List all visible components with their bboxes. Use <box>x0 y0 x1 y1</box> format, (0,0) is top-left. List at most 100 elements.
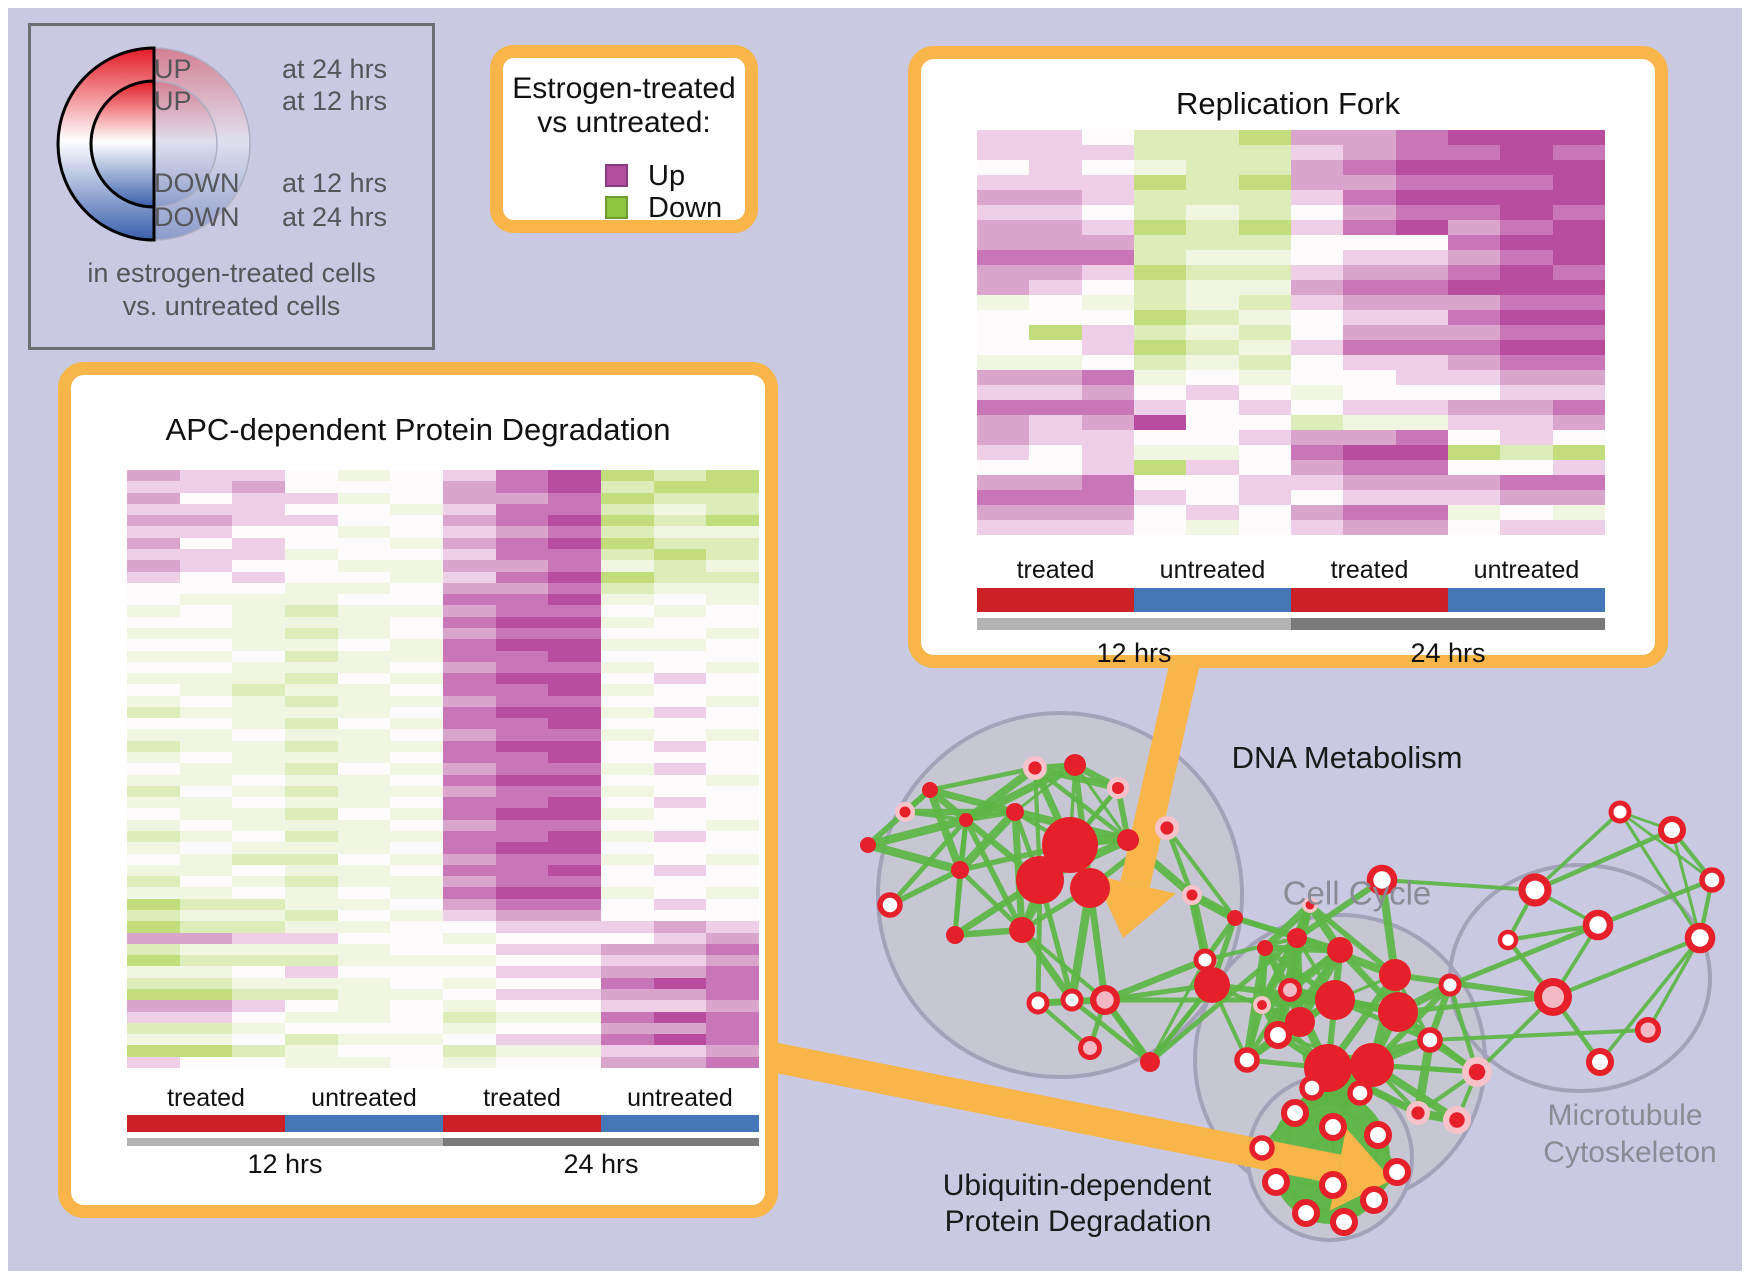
heatmap-cell <box>495 932 549 944</box>
heatmap-cell <box>232 650 286 662</box>
heatmap-row <box>127 515 760 527</box>
heatmap-cell <box>1447 145 1501 160</box>
heatmap-cell <box>443 864 496 877</box>
heatmap-cell <box>706 819 760 831</box>
heatmap-cell <box>443 785 496 798</box>
heatmap-cell <box>1500 415 1553 430</box>
heatmap-cell <box>495 470 549 482</box>
heatmap-cell <box>1186 175 1239 190</box>
heatmap-cell <box>1186 385 1239 400</box>
heatmap-cell <box>179 808 233 820</box>
heatmap-cell <box>337 481 391 493</box>
heatmap-row <box>127 582 760 595</box>
heatmap-cell <box>1552 445 1605 460</box>
heatmap-cell <box>337 470 391 482</box>
heatmap-cell <box>1290 205 1344 220</box>
heatmap-cell <box>977 145 1030 160</box>
heatmap-cell <box>1081 505 1134 520</box>
heatmap-cell <box>127 1034 180 1046</box>
heatmap-cell <box>1081 490 1134 505</box>
heatmap-cell <box>443 1022 496 1035</box>
heatmap-row <box>977 385 1605 400</box>
heatmap-row <box>127 898 760 910</box>
heatmap-row <box>127 706 760 719</box>
group-bar <box>977 588 1134 612</box>
heatmap-cell <box>285 481 338 493</box>
rf-group-labels: treated untreated treated untreated <box>977 556 1605 584</box>
heatmap-cell <box>232 932 286 944</box>
heatmap-cell <box>495 729 549 741</box>
heatmap-cell <box>1552 235 1605 250</box>
heatmap-cell <box>1290 235 1344 250</box>
heatmap-cell <box>127 571 180 583</box>
heatmap-cell <box>285 955 338 967</box>
heatmap-cell <box>977 175 1030 190</box>
heatmap-cell <box>977 355 1030 370</box>
heatmap-cell <box>548 898 602 910</box>
heatmap-cell <box>1290 340 1344 355</box>
heatmap-cell <box>285 977 338 989</box>
heatmap-cell <box>1238 370 1291 385</box>
heatmap-cell <box>495 831 549 843</box>
heatmap-cell <box>443 774 496 786</box>
heatmap-cell <box>285 1056 338 1068</box>
heatmap-cell <box>1081 160 1134 175</box>
heatmap-row <box>127 921 760 933</box>
heatmap-cell <box>1552 385 1605 400</box>
heatmap-cell <box>337 650 391 662</box>
updown-up12-word: UP <box>154 86 192 116</box>
heatmap-cell <box>337 752 391 764</box>
heatmap-cell <box>232 1056 286 1068</box>
heatmap-cell <box>495 819 549 831</box>
heatmap-cell <box>1343 130 1396 145</box>
group-label: untreated <box>1473 556 1580 584</box>
heatmap-cell <box>127 582 180 595</box>
heatmap-cell <box>706 898 760 910</box>
heatmap-cell <box>390 605 444 617</box>
heatmap-cell <box>179 706 233 719</box>
heatmap-cell <box>337 718 391 730</box>
heatmap-cell <box>706 526 760 538</box>
heatmap-cell <box>337 1034 391 1046</box>
heatmap-cell <box>179 1034 233 1046</box>
heatmap-cell <box>1395 505 1448 520</box>
heatmap-cell <box>1133 430 1187 445</box>
heatmap-cell <box>1290 505 1344 520</box>
heatmap-cell <box>1133 370 1187 385</box>
heatmap-cell <box>179 661 233 674</box>
heatmap-cell <box>1343 160 1396 175</box>
heatmap-cell <box>706 1045 760 1057</box>
heatmap-cell <box>601 1022 654 1035</box>
heatmap-cell <box>1081 460 1134 475</box>
heatmap-cell <box>601 988 654 1001</box>
heatmap-row <box>977 520 1605 535</box>
heatmap-cell <box>495 864 549 877</box>
heatmap-cell <box>548 1011 602 1023</box>
heatmap-cell <box>285 853 338 865</box>
heatmap-cell <box>179 684 233 696</box>
heatmap-cell <box>390 729 444 741</box>
heatmap-row <box>977 355 1605 370</box>
heatmap-cell <box>548 571 602 583</box>
heatmap-cell <box>1081 325 1134 340</box>
heatmap-cell <box>285 661 338 674</box>
heatmap-cell <box>653 661 707 674</box>
heatmap-cell <box>179 1011 233 1023</box>
heatmap-cell <box>443 876 496 888</box>
heatmap-cell <box>443 594 496 606</box>
heatmap-cell <box>232 876 286 888</box>
heatmap-cell <box>127 560 180 572</box>
heatmap-row <box>127 470 760 482</box>
heatmap-cell <box>601 537 654 549</box>
heatmap-cell <box>601 526 654 538</box>
heatmap-cell <box>548 639 602 651</box>
heatmap-cell <box>601 1056 654 1068</box>
heatmap-cell <box>285 594 338 606</box>
heatmap-cell <box>232 955 286 967</box>
heatmap-cell <box>495 605 549 617</box>
heatmap-cell <box>1395 190 1448 205</box>
heatmap-cell <box>1500 295 1553 310</box>
heatmap-cell <box>1500 445 1553 460</box>
heatmap-cell <box>1186 190 1239 205</box>
heatmap-row <box>127 1022 760 1035</box>
